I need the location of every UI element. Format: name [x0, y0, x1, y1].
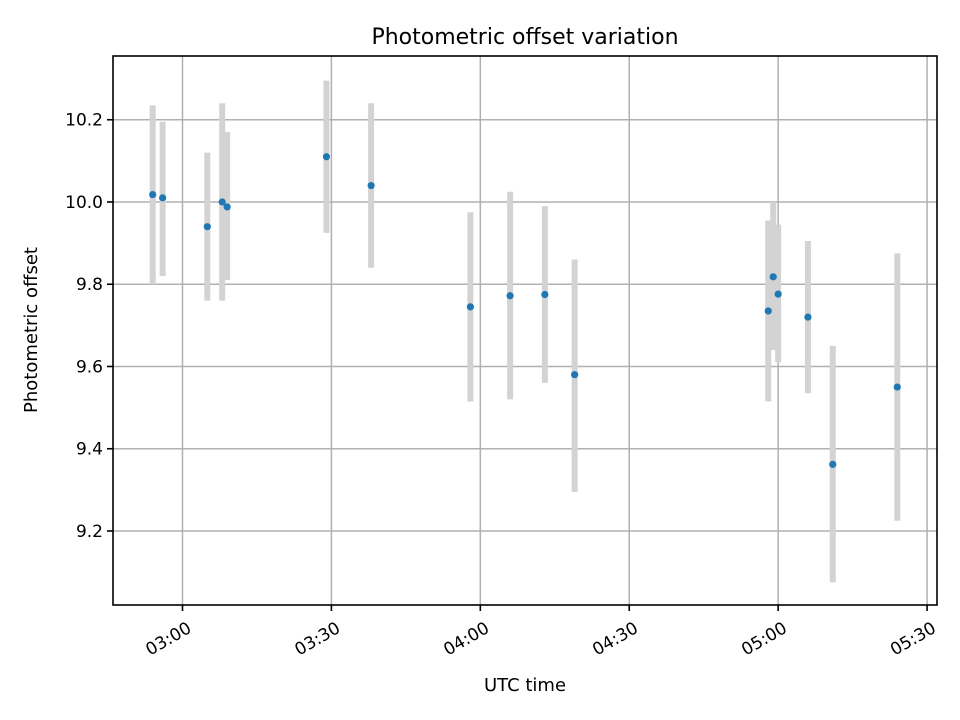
y-tick-label: 9.6	[76, 357, 103, 377]
x-tick-label: 03:30	[291, 618, 343, 660]
y-tick-label: 10.2	[65, 111, 103, 131]
data-point	[466, 303, 474, 311]
y-tick-label: 9.2	[76, 522, 103, 542]
x-tick-label: 04:30	[589, 618, 641, 660]
data-point	[893, 383, 901, 391]
x-tick-label: 03:00	[143, 618, 195, 660]
data-point	[764, 307, 772, 315]
y-tick-label: 10.0	[65, 193, 103, 213]
y-axis-label: Photometric offset	[21, 247, 42, 413]
error-bars	[149, 80, 901, 583]
x-tick-label: 05:00	[738, 618, 790, 660]
data-point	[769, 273, 777, 281]
data-point	[223, 203, 231, 211]
data-point	[159, 194, 167, 202]
y-tick-label: 9.8	[76, 275, 103, 295]
grid-lines	[113, 56, 937, 605]
x-tick-label: 05:30	[887, 618, 939, 660]
data-point	[149, 190, 157, 199]
data-point	[367, 181, 375, 190]
data-point	[218, 198, 226, 206]
data-point	[541, 290, 549, 299]
data-point	[804, 313, 812, 321]
y-tick-label: 9.4	[76, 440, 103, 460]
data-point	[203, 223, 211, 231]
x-axis-label: UTC time	[484, 675, 566, 696]
plot-frame	[112, 55, 938, 606]
data-point	[829, 460, 837, 468]
chart-title: Photometric offset variation	[371, 25, 678, 50]
data-point	[774, 290, 782, 298]
data-point	[506, 292, 514, 300]
data-points	[149, 153, 901, 468]
data-point	[322, 153, 331, 161]
x-tick-label: 04:00	[440, 618, 492, 660]
data-point	[571, 371, 579, 379]
